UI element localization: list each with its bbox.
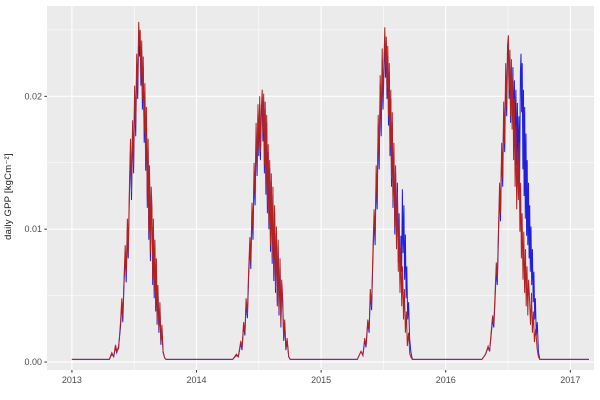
- series-group: [71, 21, 589, 360]
- y-tick-label: 0.02: [24, 91, 42, 101]
- x-tick-label: 2013: [62, 375, 82, 385]
- x-tick-label: 2015: [311, 375, 331, 385]
- red-series-line: [71, 21, 589, 360]
- x-tick-label: 2016: [436, 375, 456, 385]
- x-tick-label: 2017: [560, 375, 580, 385]
- y-axis-title: daily GPP [kgCm⁻²]: [3, 153, 14, 240]
- y-tick-label: 0.01: [24, 224, 42, 234]
- y-tick-label: 0.00: [24, 357, 42, 367]
- x-tick-label: 2014: [187, 375, 207, 385]
